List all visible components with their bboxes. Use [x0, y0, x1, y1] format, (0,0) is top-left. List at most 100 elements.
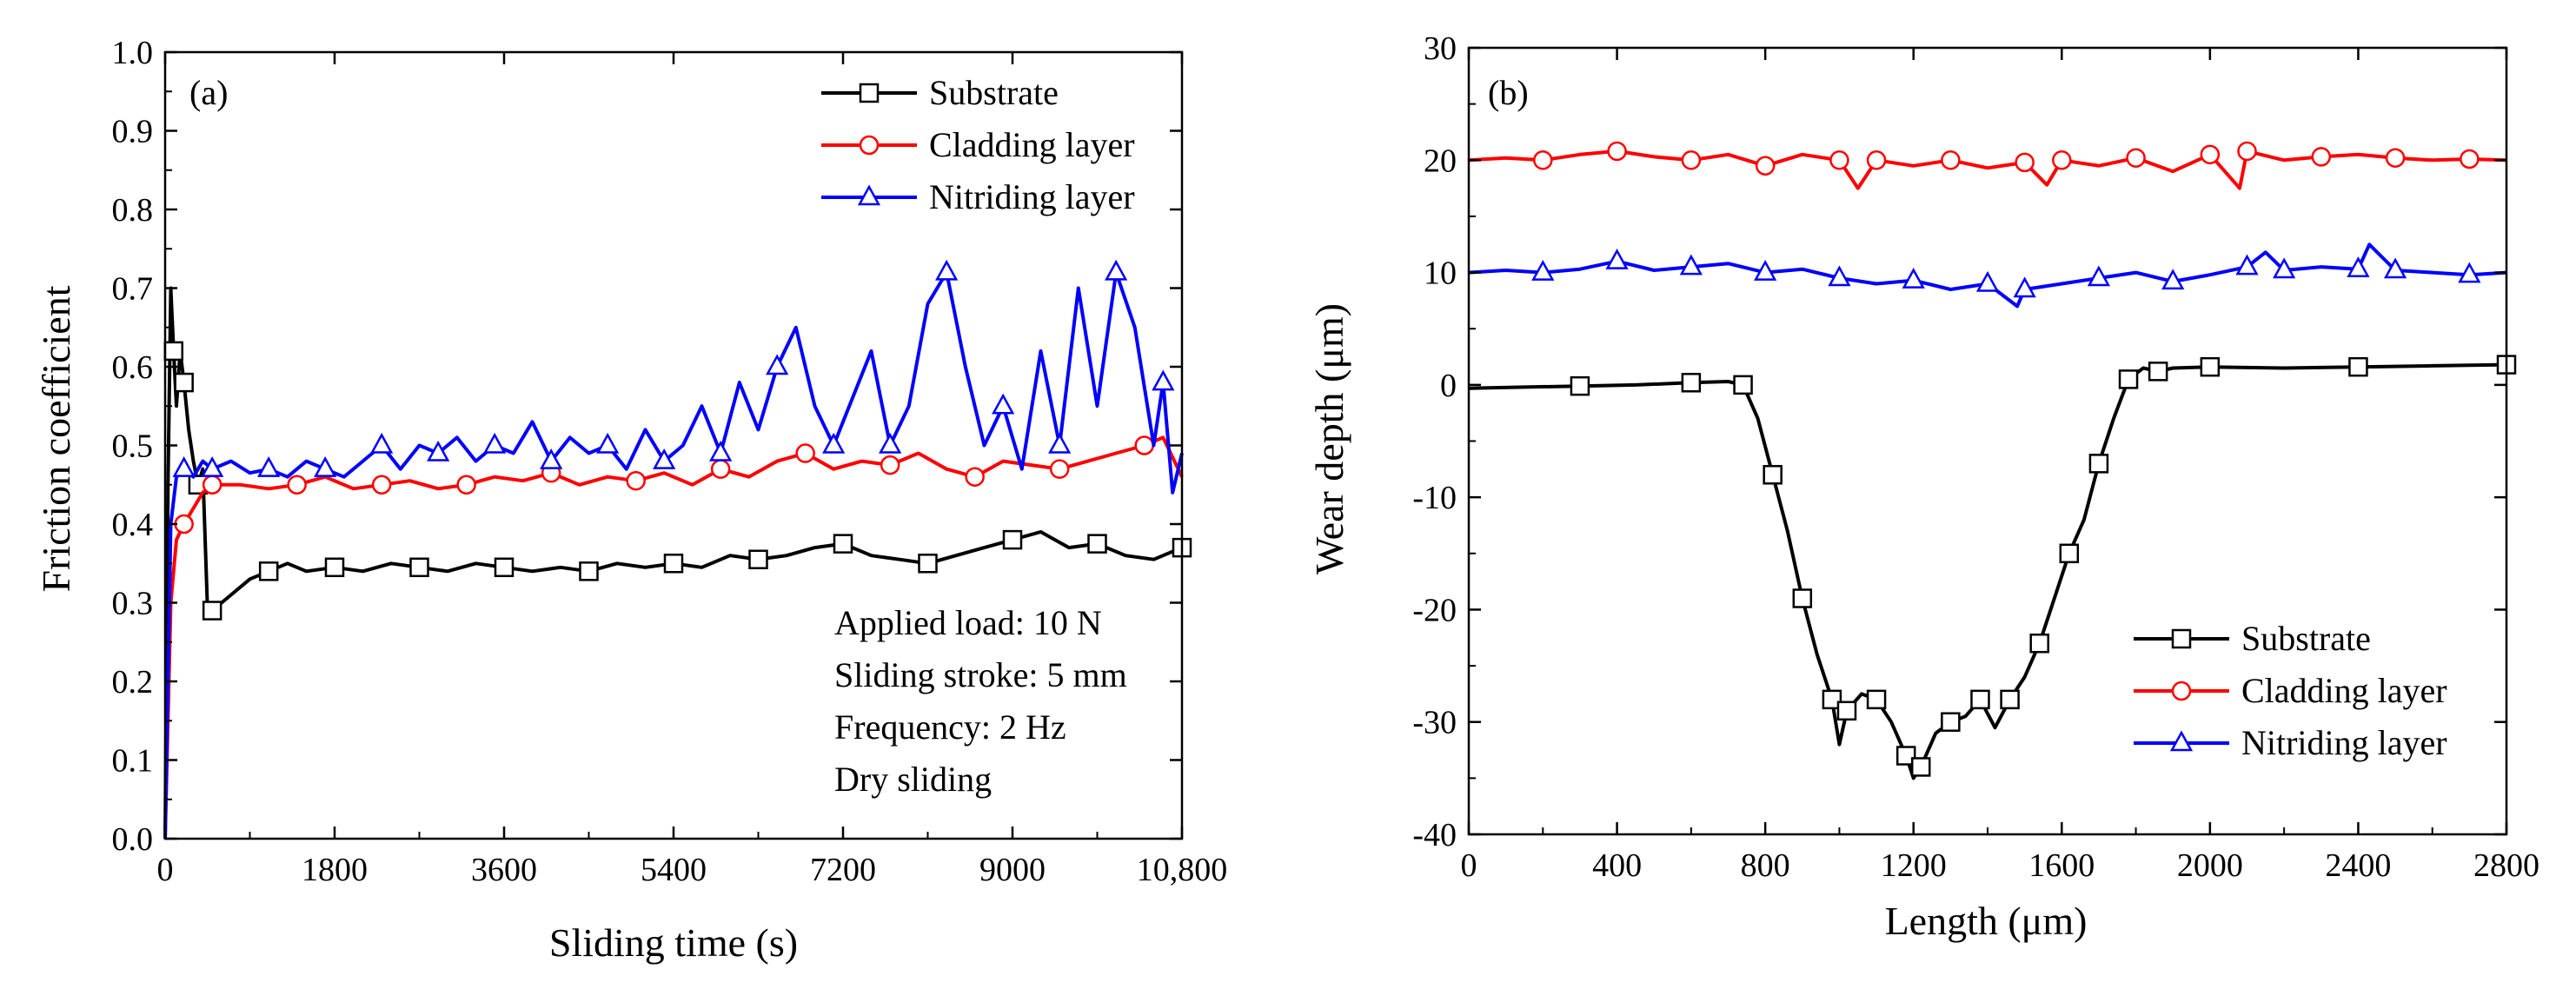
friction-marker-substrate [163, 341, 183, 362]
wear-marker-cladding-layer [2200, 144, 2221, 165]
friction-marker-cladding-layer [1134, 435, 1154, 455]
wear-marker-substrate [1910, 757, 1931, 777]
wear-marker-nitriding-layer [2161, 269, 2185, 290]
friction-series-line-cladding-layer [163, 435, 1184, 840]
wear-marker-cladding-layer [2126, 148, 2146, 168]
friction-marker-cladding-layer [174, 514, 194, 535]
friction-y-tick-label: 0.8 [112, 192, 154, 229]
wear-legend-marker-cladding-layer [2171, 681, 2192, 701]
wear-marker-cladding-layer [1681, 150, 1702, 170]
wear-y-tick-label: -40 [1412, 817, 1457, 853]
friction-marker-substrate [324, 557, 345, 578]
friction-marker-cladding-layer [287, 475, 307, 495]
friction-y-axis-label: Friction coefficient [34, 285, 78, 592]
wear-y-tick-label: 10 [1424, 256, 1457, 292]
friction-legend-label-nitriding-layer: Nitriding layer [929, 177, 1135, 216]
wear-marker-substrate [1570, 375, 1590, 396]
friction-legend-label-cladding-layer: Cladding layer [929, 125, 1135, 164]
friction-y-tick-label: 0.5 [112, 428, 154, 465]
wear-marker-cladding-layer [1829, 150, 1849, 170]
friction-marker-substrate [748, 549, 768, 569]
wear-legend-label-nitriding-layer: Nitriding layer [2241, 723, 2447, 762]
panel-label-a: (a) [189, 73, 228, 112]
friction-y-tick-label: 0.2 [112, 664, 154, 701]
friction-marker-nitriding-layer [992, 393, 1015, 415]
wear-y-axis-label: Wear depth (μm) [1307, 303, 1351, 574]
wear-marker-nitriding-layer [2273, 257, 2296, 279]
annotation-load: Applied load: 10 N [834, 603, 1102, 642]
friction-marker-cladding-layer [710, 459, 731, 479]
friction-y-tick-label: 0.7 [112, 271, 154, 308]
friction-marker-substrate [202, 601, 222, 621]
friction-legend-marker-nitriding-layer [857, 184, 881, 206]
wear-x-tick-label: 2800 [2473, 847, 2539, 884]
friction-y-tick-label: 0.4 [112, 507, 154, 543]
wear-marker-cladding-layer [1607, 141, 1627, 162]
friction-axes: 0 1800 3600 5400 7200 9000 10,800 0.0 0.1 0.2 0.3 0… [112, 35, 1228, 888]
friction-marker-nitriding-layer [935, 259, 959, 281]
friction-y-tick-label: 0.3 [112, 586, 154, 622]
friction-marker-substrate [663, 554, 684, 574]
wear-marker-substrate [2148, 362, 2168, 382]
friction-marker-substrate [918, 554, 938, 574]
friction-marker-cladding-layer [1049, 459, 1070, 479]
wear-marker-substrate [1733, 375, 1753, 395]
friction-marker-cladding-layer [626, 470, 646, 491]
friction-marker-nitriding-layer [1105, 259, 1128, 281]
wear-marker-nitriding-layer [2347, 256, 2370, 277]
friction-y-tick-label: 0.1 [112, 743, 154, 780]
wear-marker-cladding-layer [2311, 147, 2332, 167]
friction-y-tick-label: 0.6 [112, 349, 154, 386]
friction-marker-cladding-layer [202, 475, 222, 495]
friction-x-tick-label: 0 [157, 852, 174, 888]
wear-marker-cladding-layer [1533, 150, 1553, 170]
friction-marker-nitriding-layer [427, 440, 450, 461]
wear-marker-substrate [2029, 633, 2049, 654]
wear-legend-marker-substrate [2171, 628, 2192, 649]
wear-marker-cladding-layer [2385, 148, 2406, 168]
friction-marker-nitriding-layer [1152, 369, 1175, 391]
wear-x-tick-label: 800 [1741, 847, 1790, 884]
wear-marker-substrate [1866, 689, 1887, 710]
wear-marker-nitriding-layer [1605, 249, 1629, 269]
friction-marker-substrate [174, 372, 194, 393]
friction-y-tick-label: 0.0 [112, 821, 154, 858]
friction-marker-cladding-layer [965, 467, 985, 487]
wear-x-tick-label: 1200 [1881, 847, 1947, 884]
friction-y-tick-label: 0.9 [112, 114, 154, 150]
friction-series-line-nitriding-layer [163, 270, 1184, 840]
friction-marker-nitriding-layer [314, 456, 337, 477]
friction-marker-substrate [409, 557, 429, 578]
wear-marker-nitriding-layer [1679, 254, 1703, 276]
friction-x-tick-label: 9000 [979, 852, 1046, 888]
friction-marker-nitriding-layer [653, 448, 676, 469]
wear-series-line-substrate [1468, 362, 2507, 780]
annotation-stroke: Sliding stroke: 5 mm [834, 655, 1127, 694]
wear-y-tick-label: -10 [1412, 480, 1457, 516]
friction-y-tick-label: 1.0 [112, 35, 154, 71]
wear-y-tick-label: 30 [1424, 30, 1457, 67]
friction-marker-nitriding-layer [172, 456, 196, 477]
friction-marker-cladding-layer [795, 443, 815, 463]
friction-marker-nitriding-layer [483, 432, 507, 454]
wear-legend-label-cladding-layer: Cladding layer [2241, 671, 2447, 710]
wear-marker-cladding-layer [2237, 141, 2257, 162]
wear-legend-marker-nitriding-layer [2169, 730, 2194, 752]
friction-x-tick-label: 5400 [641, 852, 707, 888]
friction-x-tick-label: 10,800 [1137, 852, 1228, 888]
wear-marker-substrate [2118, 369, 2139, 389]
wear-marker-cladding-layer [1941, 150, 1961, 170]
wear-marker-substrate [1941, 712, 1961, 732]
wear-x-tick-label: 1600 [2028, 847, 2095, 884]
friction-marker-cladding-layer [371, 475, 392, 495]
friction-marker-substrate [1087, 534, 1107, 554]
wear-marker-substrate [2200, 356, 2221, 377]
wear-marker-cladding-layer [2015, 152, 2035, 173]
friction-marker-substrate [579, 561, 599, 581]
wear-marker-nitriding-layer [1828, 265, 1851, 287]
wear-x-tick-label: 400 [1592, 847, 1642, 884]
wear-marker-nitriding-layer [2013, 276, 2036, 298]
wear-marker-substrate [1970, 689, 1990, 710]
friction-marker-cladding-layer [456, 475, 476, 495]
